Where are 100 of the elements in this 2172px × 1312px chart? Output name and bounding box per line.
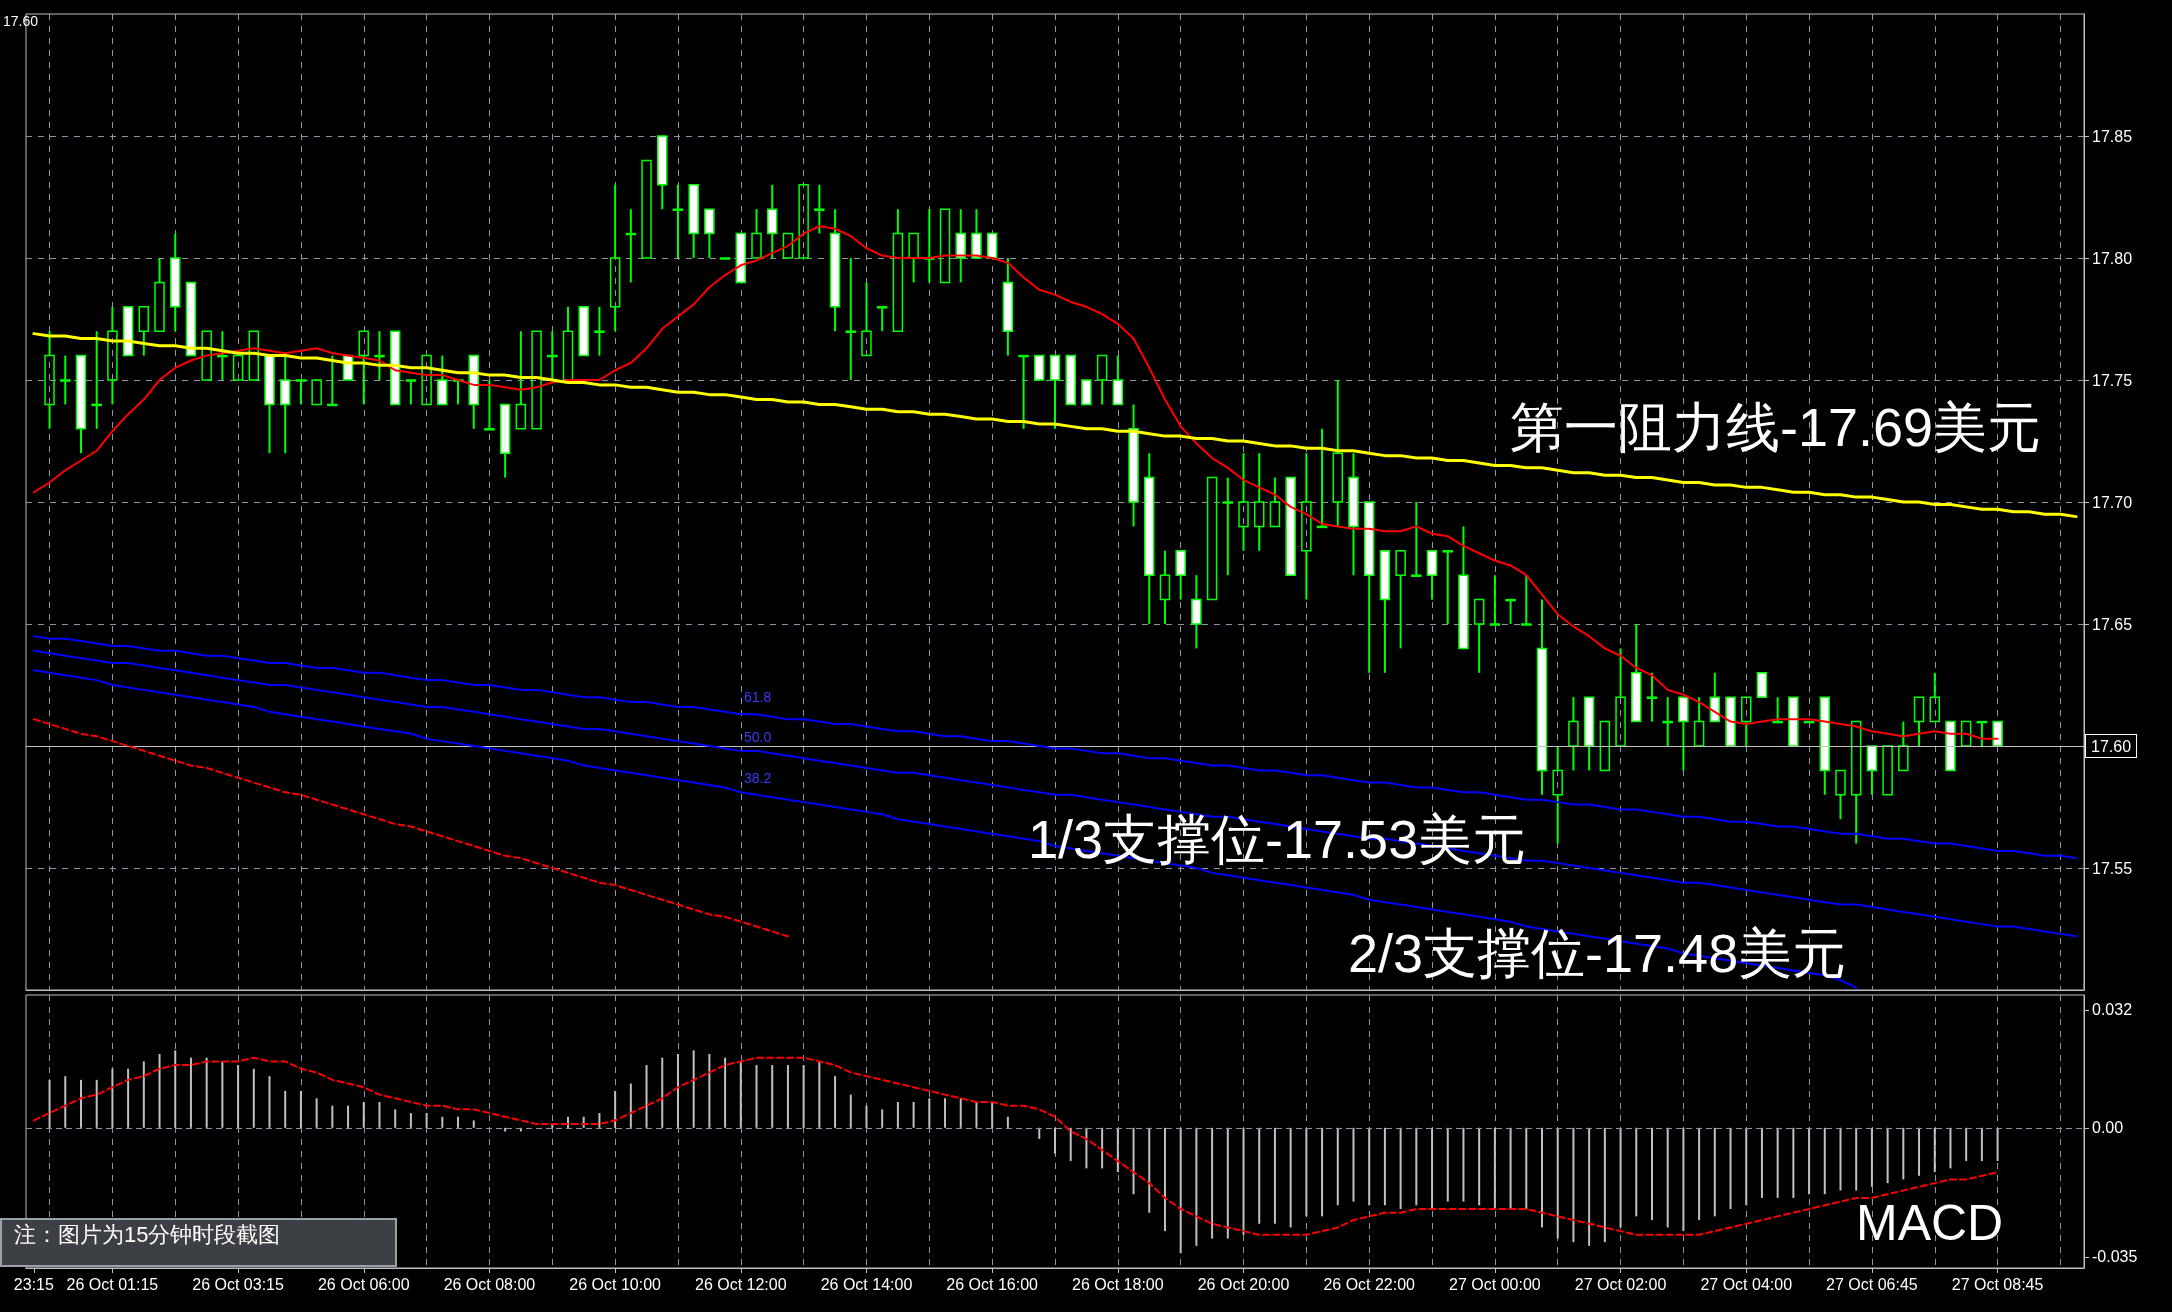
bar bbox=[739, 1061, 742, 1128]
bar bbox=[708, 1054, 711, 1128]
bar bbox=[1116, 1127, 1119, 1173]
bar bbox=[504, 1127, 507, 1132]
x-tick-label: 27 Oct 04:00 bbox=[1700, 1275, 1793, 1293]
bar bbox=[1870, 1127, 1873, 1187]
bar bbox=[1823, 1127, 1826, 1195]
bar bbox=[268, 1076, 271, 1128]
bar bbox=[1148, 1127, 1151, 1213]
bar bbox=[1273, 1127, 1276, 1224]
candlestick bbox=[672, 183, 684, 259]
bar bbox=[158, 1054, 161, 1128]
candlestick bbox=[1552, 745, 1563, 845]
bar bbox=[425, 1113, 428, 1128]
bar bbox=[1101, 1127, 1104, 1169]
bar bbox=[221, 1061, 224, 1128]
bar bbox=[1415, 1127, 1418, 1206]
annotation: 38.2 bbox=[744, 770, 772, 786]
x-tick-label: 26 Oct 20:00 bbox=[1197, 1275, 1290, 1293]
bar bbox=[1980, 1127, 1983, 1162]
y-tick-label: 17.70 bbox=[2092, 493, 2133, 511]
x-tick-label: 26 Oct 16:00 bbox=[946, 1275, 1039, 1293]
bar bbox=[1729, 1127, 1732, 1209]
bar bbox=[205, 1057, 208, 1128]
ref-line-label: 17.60 bbox=[2091, 737, 2132, 755]
bar bbox=[64, 1076, 67, 1128]
bar bbox=[472, 1120, 475, 1128]
bar bbox=[252, 1068, 255, 1128]
bar bbox=[299, 1090, 302, 1128]
bar bbox=[95, 1079, 98, 1128]
y-tick-label: 17.65 bbox=[2092, 615, 2133, 633]
bar bbox=[865, 1105, 868, 1128]
bar bbox=[409, 1113, 412, 1128]
bar bbox=[1085, 1127, 1088, 1169]
bar bbox=[834, 1076, 837, 1128]
candlestick bbox=[1238, 452, 1249, 552]
bar bbox=[378, 1101, 381, 1128]
candlestick bbox=[169, 232, 181, 333]
y-tick-label: 17.85 bbox=[2092, 127, 2133, 145]
bar bbox=[1132, 1127, 1135, 1195]
bar bbox=[1211, 1127, 1214, 1239]
y-tick-label: 0.032 bbox=[2092, 1001, 2133, 1019]
bar bbox=[692, 1050, 695, 1128]
candlestick bbox=[594, 305, 605, 357]
bar bbox=[1839, 1127, 1842, 1191]
candlestick bbox=[1332, 379, 1344, 528]
x-tick-label: 27 Oct 02:00 bbox=[1574, 1275, 1667, 1293]
bar bbox=[1069, 1127, 1072, 1162]
bar bbox=[1760, 1127, 1763, 1198]
candlestick bbox=[609, 183, 621, 333]
bar bbox=[1258, 1127, 1261, 1224]
candlestick bbox=[44, 330, 55, 430]
y-tick-label: 0.00 bbox=[2092, 1119, 2124, 1137]
bar bbox=[661, 1057, 664, 1128]
bar bbox=[142, 1061, 145, 1128]
bar bbox=[1745, 1127, 1748, 1206]
bar bbox=[755, 1065, 758, 1128]
bar bbox=[802, 1065, 805, 1128]
y-tick-label: 17.80 bbox=[2092, 249, 2133, 267]
bar bbox=[347, 1105, 350, 1128]
bar bbox=[771, 1065, 774, 1128]
bar bbox=[1525, 1127, 1528, 1209]
y-tick-label: 17.55 bbox=[2092, 859, 2133, 877]
bar bbox=[724, 1057, 727, 1128]
bar bbox=[614, 1090, 617, 1128]
candlestick bbox=[1253, 452, 1265, 552]
bar bbox=[818, 1061, 821, 1128]
bar bbox=[676, 1054, 679, 1128]
bar bbox=[1368, 1127, 1371, 1206]
bar bbox=[1635, 1127, 1638, 1217]
candlestick bbox=[814, 183, 825, 235]
candlestick bbox=[845, 257, 857, 381]
bar bbox=[1698, 1127, 1701, 1221]
candlestick bbox=[1002, 257, 1014, 357]
annotation: 61.8 bbox=[744, 689, 772, 705]
bar bbox=[1195, 1127, 1198, 1246]
bar bbox=[991, 1101, 994, 1128]
bar bbox=[1808, 1127, 1811, 1195]
bar bbox=[1006, 1116, 1009, 1128]
bar bbox=[1572, 1127, 1575, 1243]
y-tick-label: 17.75 bbox=[2092, 371, 2133, 389]
annotation: 17.60 bbox=[3, 13, 39, 29]
candlestick bbox=[1301, 452, 1312, 601]
line-series bbox=[32, 718, 789, 938]
bar bbox=[1541, 1127, 1544, 1228]
bar bbox=[598, 1113, 601, 1128]
candlestick bbox=[1144, 452, 1155, 625]
candlestick bbox=[279, 354, 291, 455]
line-series bbox=[32, 669, 1858, 989]
bar bbox=[174, 1050, 177, 1128]
x-tick-label: 27 Oct 00:00 bbox=[1449, 1275, 1541, 1293]
x-tick-label: 26 Oct 14:00 bbox=[820, 1275, 913, 1293]
candlestick bbox=[1646, 671, 1658, 723]
bar bbox=[1682, 1127, 1685, 1232]
bar bbox=[1650, 1127, 1653, 1221]
bar bbox=[189, 1057, 192, 1128]
candlestick bbox=[1128, 403, 1139, 528]
annotation: 50.0 bbox=[744, 729, 772, 745]
bar bbox=[315, 1098, 318, 1128]
bar bbox=[1289, 1127, 1292, 1228]
